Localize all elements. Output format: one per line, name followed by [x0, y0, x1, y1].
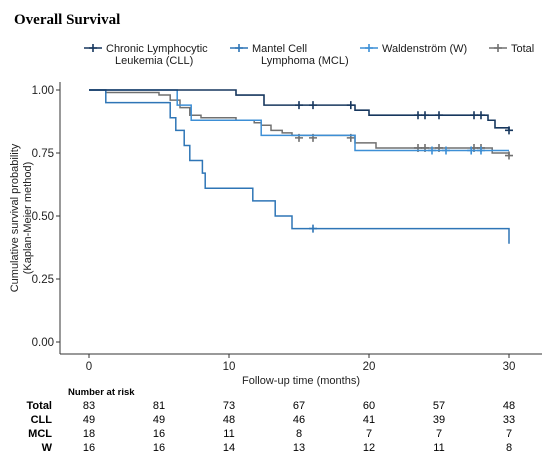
legend-marker-cll [89, 44, 97, 52]
legend-label-mcl: Mantel Cell Lymphoma (MCL) [252, 43, 349, 67]
risk-cell: 57 [433, 400, 445, 412]
series-mcl [89, 89, 510, 244]
legend-item-mcl: Mantel Cell Lymphoma (MCL) [230, 43, 349, 67]
legend: Chronic Lymphocytic Leukemia (CLL) Mantel … [84, 43, 534, 67]
survival-curve-cll [89, 89, 510, 131]
risk-cell: 7 [366, 428, 372, 440]
censor-mark-cll [421, 111, 429, 120]
risk-table-title: Number at risk [68, 387, 135, 398]
risk-cell: 49 [153, 414, 165, 426]
series-total [89, 89, 513, 160]
risk-cell: 13 [293, 442, 305, 454]
risk-cell: 48 [223, 414, 235, 426]
y-tick-label: 1.00 [32, 85, 54, 97]
chart-title: Overall Survival [14, 12, 120, 28]
risk-cell: 7 [436, 428, 442, 440]
y-axis-ticks: 0.00 0.25 0.50 0.75 1.00 [32, 85, 60, 349]
risk-row-mcl: MCL 18 16 11 8 7 7 7 [28, 428, 512, 440]
y-tick-label: 0.75 [32, 148, 54, 160]
risk-cell: 46 [293, 414, 305, 426]
series-cll [89, 89, 513, 135]
risk-cell: 81 [153, 400, 165, 412]
legend-label-cll: Chronic Lymphocytic Leukemia (CLL) [106, 43, 208, 67]
risk-row-label: MCL [28, 428, 52, 440]
risk-row-total: Total 83 81 73 67 60 57 48 [27, 400, 516, 412]
risk-cell: 33 [503, 414, 515, 426]
x-tick-label: 10 [223, 361, 236, 373]
risk-cell: 16 [153, 428, 165, 440]
x-axis-ticks: 0 10 20 30 [86, 354, 516, 373]
risk-cell: 49 [83, 414, 95, 426]
censor-mark-w [467, 146, 476, 155]
survival-curve-mcl [89, 89, 510, 244]
censor-mark-cll [295, 101, 303, 110]
x-axis-label: Follow-up time (months) [242, 375, 360, 387]
y-tick-label: 0.25 [32, 274, 54, 286]
legend-marker-total [494, 44, 502, 52]
plot-area: 0.00 0.25 0.50 0.75 1.00 0 10 20 30 [32, 82, 542, 373]
y-axis-label-line-2: (Kaplan-Meier method) [22, 162, 34, 275]
risk-cell: 11 [223, 428, 234, 440]
risk-cell: 67 [293, 400, 305, 412]
censor-mark-cll [309, 101, 317, 110]
survival-curve-w [89, 89, 509, 152]
risk-cell: 16 [153, 442, 165, 454]
y-axis-label-line-1: Cumulative survival probability [9, 143, 21, 292]
x-tick-label: 30 [503, 361, 516, 373]
risk-cell: 83 [83, 400, 95, 412]
censor-mark-cll [477, 111, 485, 120]
risk-row-label: W [42, 442, 53, 454]
series-layer [89, 89, 513, 244]
censor-mark-cll [435, 111, 443, 120]
censor-mark-mcl [309, 224, 317, 233]
risk-cell: 8 [296, 428, 302, 440]
survival-curve-total [89, 89, 510, 156]
censor-mark-w [477, 146, 485, 155]
legend-label-w: Waldenström (W) [382, 43, 467, 55]
risk-table: Total 83 81 73 67 60 57 48 CLL 49 49 48 46 41 39 33 MCL 1… [27, 400, 516, 454]
risk-cell: 48 [503, 400, 515, 412]
risk-cell: 8 [506, 442, 512, 454]
risk-row-label: Total [27, 400, 52, 412]
risk-cell: 7 [506, 428, 512, 440]
legend-marker-mcl [235, 44, 243, 52]
censor-mark-cll [505, 126, 513, 135]
censor-mark-w [428, 146, 436, 155]
legend-item-w: Waldenström (W) [360, 43, 467, 55]
censor-mark-w [442, 146, 450, 155]
legend-marker-w [365, 44, 373, 52]
risk-cell: 14 [223, 442, 235, 454]
censor-mark-total [505, 151, 513, 160]
risk-cell: 39 [433, 414, 445, 426]
censor-mark-cll [470, 111, 478, 120]
risk-cell: 18 [83, 428, 95, 440]
risk-cell: 12 [363, 442, 375, 454]
risk-row-label: CLL [31, 414, 53, 426]
legend-item-total: Total [489, 43, 534, 55]
risk-cell: 73 [223, 400, 235, 412]
risk-cell: 41 [363, 414, 375, 426]
risk-cell: 16 [83, 442, 95, 454]
y-tick-label: 0.00 [32, 337, 54, 349]
y-tick-label: 0.50 [32, 211, 54, 223]
risk-row-cll: CLL 49 49 48 46 41 39 33 [31, 414, 516, 426]
censor-mark-cll [414, 111, 422, 120]
legend-label-total: Total [511, 43, 534, 55]
x-tick-label: 0 [86, 361, 92, 373]
series-w [89, 89, 509, 155]
x-tick-label: 20 [363, 361, 376, 373]
legend-item-cll: Chronic Lymphocytic Leukemia (CLL) [84, 43, 208, 67]
risk-row-w: W 16 16 14 13 12 11 8 [42, 442, 512, 454]
risk-cell: 60 [363, 400, 375, 412]
risk-cell: 11 [433, 442, 444, 454]
censor-mark-cll [346, 101, 355, 110]
